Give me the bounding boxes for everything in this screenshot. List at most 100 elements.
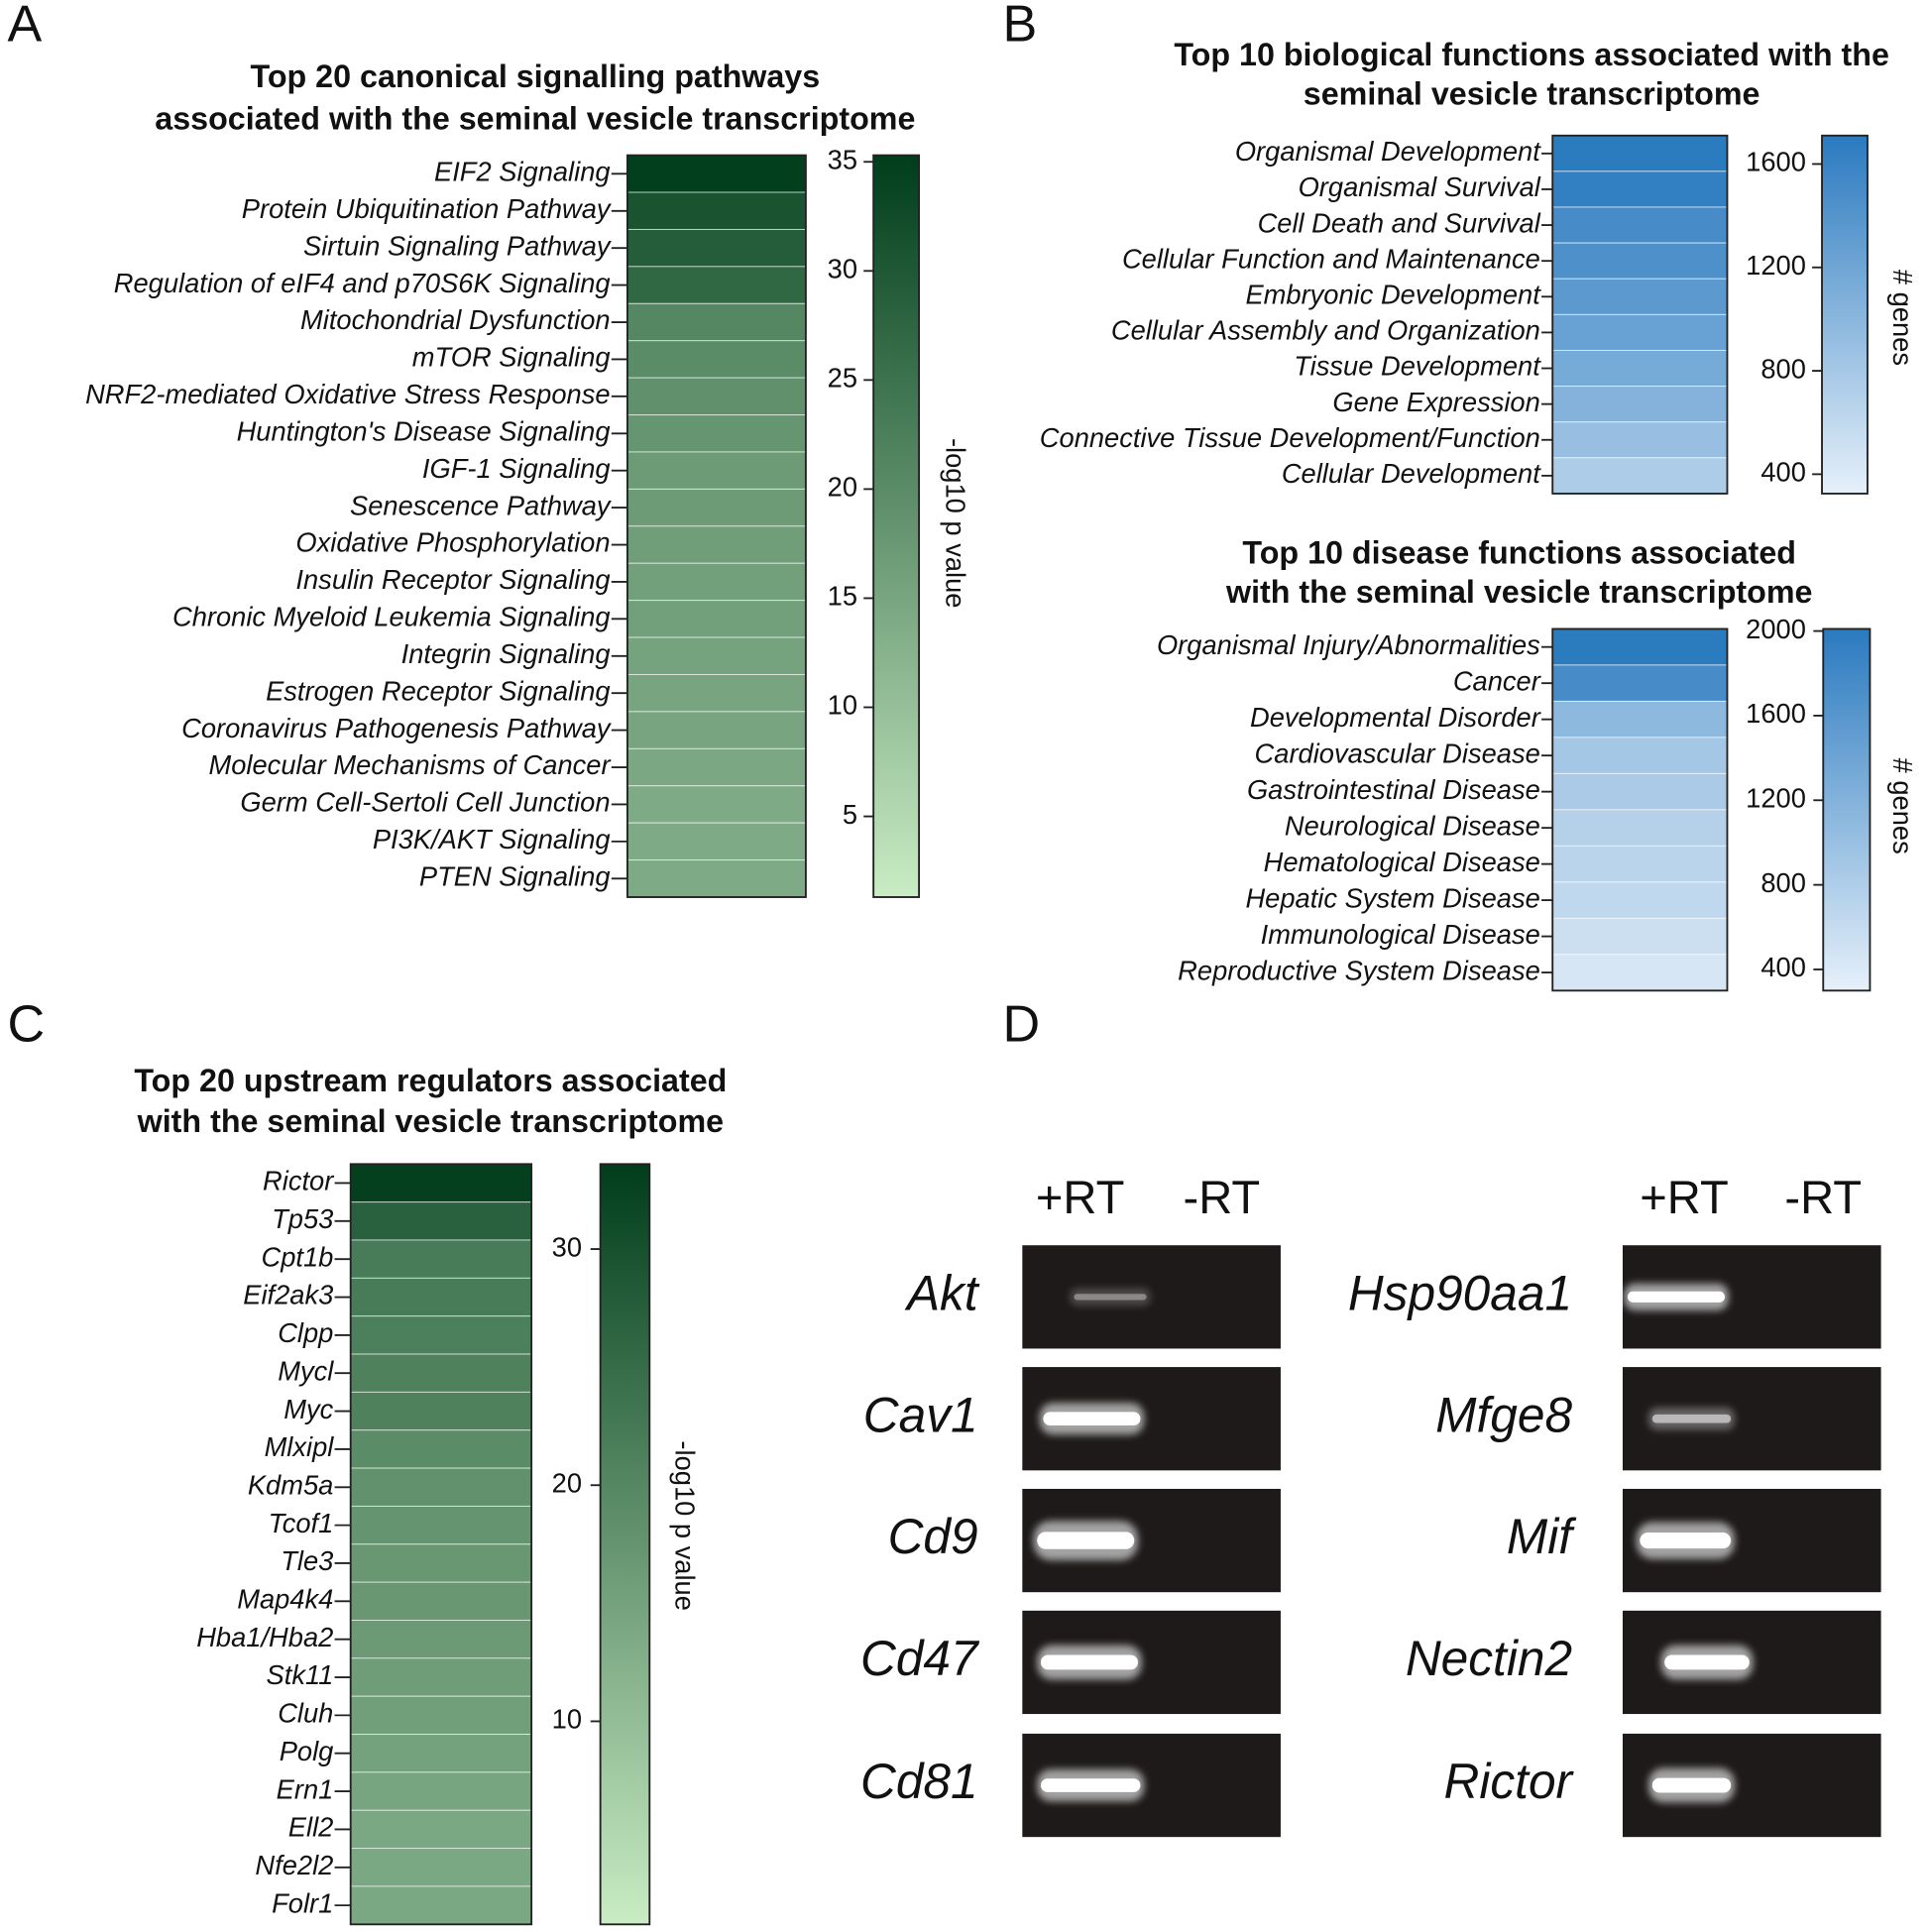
category-label: Regulation of eIF4 and p70S6K Signaling: [114, 268, 611, 298]
category-label: Kdm5a: [248, 1469, 334, 1500]
heat-cell: [626, 302, 807, 342]
category-label: Eif2ak3: [243, 1280, 333, 1310]
colorbar-tick-label: 25: [828, 363, 857, 394]
gene-label: Nectin2: [1406, 1631, 1572, 1686]
heatmap-frame: [1551, 627, 1729, 992]
gene-label: Cd47: [860, 1631, 980, 1686]
heat-cell: [350, 1734, 532, 1773]
gel-band: [1640, 1533, 1732, 1549]
colorbar-label: # genes: [1887, 758, 1918, 854]
heat-cell: [350, 1620, 532, 1659]
colorbar-tick-label: 400: [1760, 952, 1806, 982]
category-label: IGF-1 Signaling: [422, 453, 611, 484]
heat-cell: [1551, 772, 1728, 811]
gene-label: Mif: [1507, 1509, 1577, 1564]
colorbar-tick-label: 1600: [1746, 147, 1806, 177]
chart-title: seminal vesicle transcriptome: [1304, 76, 1760, 112]
heat-cell: [626, 600, 807, 638]
colorbar-tick-label: 20: [552, 1467, 582, 1498]
colorbar-tick-label: 10: [828, 690, 857, 721]
heat-cell: [1551, 135, 1728, 172]
gel-band: [1037, 1532, 1135, 1549]
category-label: Mlxipl: [265, 1431, 335, 1462]
colorbar-label: -log10 p value: [941, 438, 971, 609]
chart-title: Top 20 upstream regulators associated: [134, 1063, 727, 1098]
heat-cell: [1551, 170, 1728, 208]
colorbar: [599, 1163, 651, 1926]
heatmap-frame: [626, 154, 807, 898]
colorbar-label: # genes: [1887, 270, 1918, 366]
heat-cell: [626, 155, 807, 193]
heat-cell: [1551, 457, 1728, 495]
heat-cell: [1551, 206, 1728, 244]
category-label: Stk11: [267, 1659, 334, 1690]
category-label: Senescence Pathway: [350, 490, 613, 520]
category-label: Cellular Function and Maintenance: [1122, 243, 1540, 274]
heat-cell: [350, 1695, 532, 1736]
colorbar: [872, 154, 921, 898]
category-label: NRF2-mediated Oxidative Stress Response: [85, 379, 610, 409]
category-label: Organismal Injury/Abnormalities: [1157, 629, 1540, 660]
gene-label: Cd9: [888, 1509, 978, 1564]
heat-cell: [350, 1239, 532, 1279]
heat-cell: [1551, 700, 1728, 739]
gene-label: Rictor: [1443, 1754, 1574, 1809]
heatmap-frame: [349, 1163, 533, 1926]
colorbar-tick-label: 5: [843, 799, 857, 830]
heat-cell: [626, 711, 807, 749]
category-label: Estrogen Receptor Signaling: [266, 675, 611, 706]
category-label: Huntington's Disease Signaling: [237, 415, 611, 446]
gene-label: Mfge8: [1435, 1387, 1572, 1442]
heat-cell: [626, 785, 807, 824]
heat-cell: [350, 1657, 532, 1697]
gel-band: [1043, 1412, 1141, 1426]
heat-cell: [350, 1809, 532, 1850]
gel-image: [1022, 1245, 1281, 1349]
heat-cell: [1551, 845, 1728, 883]
gene-label: Akt: [904, 1265, 980, 1320]
gel-band: [1664, 1654, 1750, 1670]
category-label: Molecular Mechanisms of Cancer: [209, 749, 613, 780]
heat-cell: [1551, 664, 1728, 702]
category-label: Cellular Development: [1282, 458, 1541, 489]
heat-cell: [626, 451, 807, 490]
lane-label: +RT: [1640, 1171, 1729, 1223]
category-label: Chronic Myeloid Leukemia Signaling: [172, 602, 611, 632]
gel-band: [1074, 1294, 1147, 1301]
heat-cell: [626, 414, 807, 453]
category-label: PTEN Signaling: [419, 861, 611, 892]
category-label: Folr1: [272, 1887, 333, 1918]
heat-cell: [350, 1771, 532, 1811]
category-label: Cellular Assembly and Organization: [1111, 315, 1540, 346]
category-label: Germ Cell-Sertoli Cell Junction: [240, 787, 610, 818]
category-label: mTOR Signaling: [412, 342, 611, 373]
category-label: PI3K/AKT Signaling: [373, 824, 611, 854]
colorbar-tick-label: 35: [828, 144, 857, 174]
category-label: Nfe2l2: [255, 1850, 333, 1880]
gene-label: Hsp90aa1: [1348, 1265, 1572, 1320]
category-label: Ell2: [288, 1812, 334, 1843]
gene-label: Cav1: [863, 1387, 978, 1442]
category-label: Tp53: [272, 1203, 333, 1234]
heat-cell: [1551, 917, 1728, 956]
category-label: Cpt1b: [261, 1241, 333, 1272]
gel-band: [1651, 1414, 1732, 1423]
heat-cell: [350, 1543, 532, 1583]
lane-label: -RT: [1184, 1171, 1261, 1223]
category-label: Clpp: [278, 1317, 333, 1348]
colorbar-tick-label: 1600: [1746, 698, 1806, 729]
heat-cell: [626, 228, 807, 268]
heat-cell: [1551, 627, 1728, 666]
heat-cell: [626, 673, 807, 713]
gel-band: [1651, 1777, 1732, 1793]
heat-cell: [1551, 242, 1728, 280]
category-label: Mitochondrial Dysfunction: [300, 304, 611, 335]
category-label: Hepatic System Disease: [1245, 882, 1539, 913]
panel-label: B: [1002, 0, 1037, 53]
heat-cell: [626, 636, 807, 675]
colorbar-tick-label: 800: [1760, 867, 1806, 898]
colorbar-tick-label: 400: [1760, 457, 1806, 488]
gel-band: [1040, 1654, 1138, 1670]
category-label: Cardiovascular Disease: [1255, 738, 1540, 768]
